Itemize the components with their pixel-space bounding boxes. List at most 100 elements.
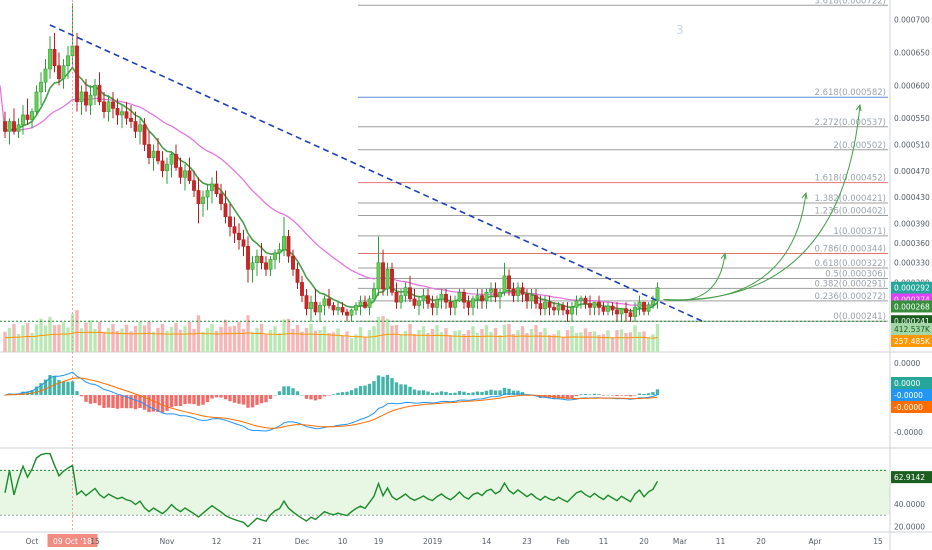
volume-bar <box>538 332 543 352</box>
macd-histogram-bar <box>507 388 511 395</box>
volume-bar <box>484 325 489 352</box>
fib-level-label: 2.272(0.000537) <box>814 118 886 128</box>
macd-histogram-bar <box>57 380 61 395</box>
macd-histogram-bar <box>133 395 138 410</box>
volume-bar <box>448 334 453 352</box>
volume-bar <box>79 328 84 352</box>
candle-body <box>543 301 547 310</box>
macd-histogram-bar <box>237 395 241 404</box>
macd-histogram-bar <box>624 395 628 396</box>
macd-histogram-bar <box>430 392 435 395</box>
macd-histogram-bar <box>561 395 565 399</box>
macd-histogram-bar <box>304 395 309 399</box>
macd-histogram-bar <box>372 381 376 395</box>
candle-body <box>516 287 520 296</box>
candle-body <box>201 196 205 204</box>
volume-bar <box>255 327 259 352</box>
macd-histogram-bar <box>205 395 210 403</box>
macd-histogram-bar <box>219 395 223 398</box>
macd-histogram-bar <box>637 393 642 395</box>
candle-body <box>534 295 538 304</box>
fib-level-label: 1.236(0.000402) <box>814 206 886 216</box>
macd-histogram-bar <box>79 395 84 397</box>
fib-levels: 3.618(0.000722) 2.618(0.000582) 2.272(0.00… <box>358 0 888 322</box>
volume-bar <box>430 329 435 352</box>
candle-body <box>210 183 214 191</box>
candle-body <box>480 295 484 302</box>
volume-bar <box>111 323 115 352</box>
macd-histogram-bar <box>115 395 120 409</box>
volume-bar <box>210 323 214 352</box>
candle-body <box>601 307 606 312</box>
volume-bar <box>16 333 21 352</box>
macd-histogram-bar <box>97 395 102 406</box>
macd-histogram-bar <box>336 392 340 395</box>
volume-bar <box>282 319 286 352</box>
candle-body <box>70 45 75 57</box>
candle-body <box>304 295 309 310</box>
fib-level-label: 1.618(0.000452) <box>814 174 886 184</box>
rsi-band <box>0 470 890 516</box>
volume-bar <box>124 324 129 352</box>
macd-histogram-bar <box>462 391 466 395</box>
candle-body <box>376 262 381 290</box>
candle-body <box>430 303 435 308</box>
macd-histogram-bar <box>475 391 480 395</box>
candle-body <box>187 170 192 181</box>
volume-tag-bg <box>891 323 932 335</box>
candle-body <box>124 111 129 119</box>
macd-histogram-bar <box>300 394 304 396</box>
macd-histogram-bar <box>642 393 646 395</box>
macd-histogram-bar <box>331 394 336 395</box>
macd-histogram-bar <box>394 382 399 395</box>
time-tick-label: 12 <box>212 537 222 546</box>
macd-histogram-bar <box>75 391 79 395</box>
volume-bar <box>421 326 426 352</box>
volume-bar <box>381 316 385 352</box>
volume-bar <box>120 328 124 352</box>
volume-bar <box>565 330 570 352</box>
candle-body <box>183 170 187 178</box>
candle-body <box>165 163 169 172</box>
volume-bar <box>43 325 48 352</box>
volume-bars <box>3 310 660 352</box>
macd-histogram-bar <box>196 395 201 406</box>
macd-histogram-bar <box>313 395 318 401</box>
volume-bar <box>192 328 196 352</box>
candle-body <box>426 295 430 304</box>
candle-body <box>646 304 651 312</box>
price-tick-label: 0.000650 <box>894 49 930 58</box>
macd-histogram-bar <box>651 392 655 395</box>
candle-body <box>273 252 277 260</box>
candle-body <box>466 301 471 308</box>
volume-bar <box>574 333 579 352</box>
price-tick-label: 0.000360 <box>894 239 930 248</box>
macd-histogram-bar <box>70 381 75 395</box>
fib-level-label: 1.382(0.000421) <box>814 194 886 204</box>
volume-bar <box>543 328 547 352</box>
volume-tag: 412.537K <box>894 325 931 334</box>
macd-histogram-bar <box>619 395 624 396</box>
volume-bar <box>138 321 142 352</box>
candle-body <box>556 305 561 311</box>
volume-bar <box>498 334 502 352</box>
macd-signal-tag-bg <box>891 389 932 401</box>
fib-level-label: 0.786(0.000344) <box>814 245 886 255</box>
candle-body <box>345 311 349 316</box>
volume-bar <box>489 332 493 352</box>
candle-body <box>399 295 403 303</box>
macd-histogram-bar <box>39 383 43 395</box>
time-tick-label: 10 <box>338 537 348 546</box>
volume-bar <box>633 325 637 352</box>
volume-bar <box>349 338 354 352</box>
volume-bar <box>34 324 39 352</box>
macd-histogram-bar <box>273 394 277 396</box>
candle-body <box>264 262 268 270</box>
volume-bar <box>493 328 498 352</box>
volume-bar <box>268 330 273 352</box>
candle-body <box>642 301 646 312</box>
candle-body <box>439 293 444 300</box>
macd-histogram-bar <box>480 391 484 395</box>
